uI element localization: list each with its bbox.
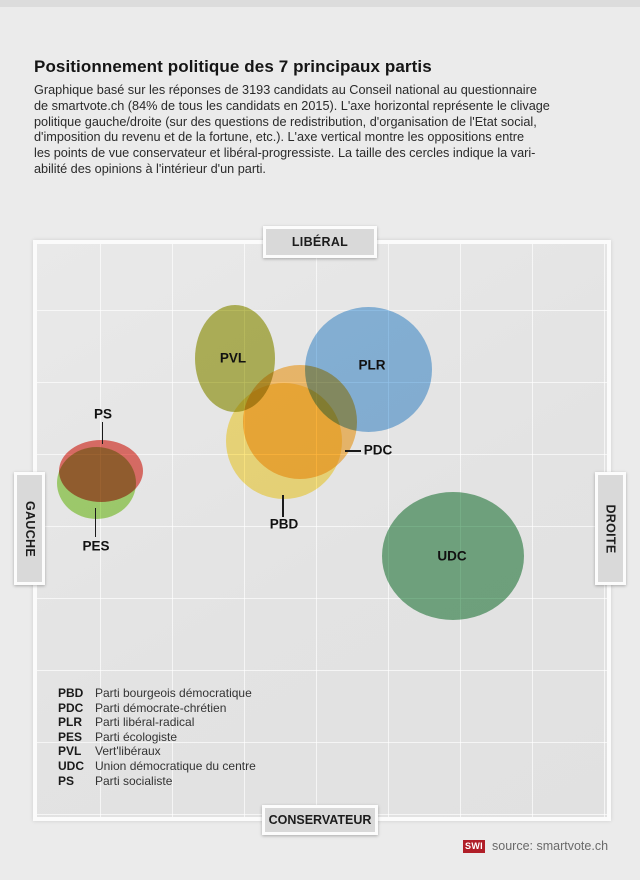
axis-label-droite-text: DROITE bbox=[603, 503, 618, 554]
axis-label-gauche: GAUCHE bbox=[14, 472, 45, 585]
legend-name: Parti écologiste bbox=[95, 729, 178, 744]
legend-row-pdc: PDC Parti démocrate-chrétien bbox=[58, 701, 256, 716]
description-line: abilité des opinions à l'intérieur d'un … bbox=[34, 161, 266, 176]
leader-line-ps bbox=[101, 422, 103, 444]
bubble-pdc bbox=[243, 365, 357, 479]
legend-row-ps: PS Parti socialiste bbox=[58, 774, 256, 789]
top-strip bbox=[0, 0, 640, 7]
legend-name: Vert'libéraux bbox=[95, 744, 161, 759]
leader-line-pdc bbox=[345, 450, 361, 452]
party-label-udc: UDC bbox=[437, 548, 467, 564]
swi-logo: SWI bbox=[463, 839, 485, 853]
party-label-pes: PES bbox=[82, 538, 110, 554]
party-legend: PBD Parti bourgeois démocratique PDC Parti … bbox=[58, 686, 256, 788]
legend-name: Union démocratique du centre bbox=[95, 758, 256, 773]
bubble-pes bbox=[56, 447, 136, 519]
description-line: politique gauche/droite (sur des questio… bbox=[34, 114, 537, 129]
description-line: de smartvote.ch (84% de tous les candida… bbox=[34, 98, 550, 113]
leader-line-pbd bbox=[282, 495, 284, 517]
description-line: les points de vue conservateur et libéra… bbox=[34, 146, 536, 161]
chart-description: Graphique basé sur les réponses de 3193 … bbox=[34, 83, 619, 178]
axis-label-gauche-text: GAUCHE bbox=[22, 500, 37, 557]
source-text: source: smartvote.ch bbox=[492, 839, 609, 853]
legend-abbr: PLR bbox=[58, 715, 82, 730]
axis-label-droite: DROITE bbox=[595, 472, 626, 585]
legend-name: Parti libéral-radical bbox=[95, 715, 195, 730]
legend-abbr: PVL bbox=[58, 744, 82, 759]
axis-label-liberal-text: LIBÉRAL bbox=[291, 235, 349, 249]
legend-abbr: PES bbox=[58, 729, 83, 744]
page-title: Positionnement politique des 7 principau… bbox=[34, 57, 432, 77]
legend-row-pes: PES Parti écologiste bbox=[58, 730, 256, 745]
legend-row-pbd: PBD Parti bourgeois démocratique bbox=[58, 686, 256, 701]
legend-abbr: PS bbox=[58, 773, 75, 788]
footer: SWI source: smartvote.ch bbox=[463, 839, 608, 853]
bubble-udc bbox=[381, 492, 524, 620]
description-line: Graphique basé sur les réponses de 3193 … bbox=[34, 83, 537, 97]
legend-row-plr: PLR Parti libéral-radical bbox=[58, 715, 256, 730]
legend-row-udc: UDC Union démocratique du centre bbox=[58, 759, 256, 774]
legend-name: Parti socialiste bbox=[95, 773, 173, 788]
party-label-pvl: PVL bbox=[219, 350, 247, 366]
axis-label-conservateur-text: CONSERVATEUR bbox=[268, 813, 372, 827]
legend-row-pvl: PVL Vert'libéraux bbox=[58, 744, 256, 759]
legend-abbr: PDC bbox=[58, 700, 84, 715]
description-line: d'imposition du revenu et de la fortune,… bbox=[34, 130, 525, 145]
party-label-pdc: PDC bbox=[363, 442, 393, 458]
party-label-ps: PS bbox=[93, 406, 113, 422]
legend-abbr: PBD bbox=[58, 686, 84, 700]
party-label-plr: PLR bbox=[358, 357, 386, 373]
legend-name: Parti bourgeois démocratique bbox=[95, 686, 252, 700]
axis-label-liberal: LIBÉRAL bbox=[263, 226, 377, 258]
party-label-pbd: PBD bbox=[269, 516, 299, 532]
legend-abbr: UDC bbox=[58, 758, 84, 773]
axis-label-conservateur: CONSERVATEUR bbox=[262, 805, 378, 835]
legend-name: Parti démocrate-chrétien bbox=[95, 700, 227, 715]
leader-line-pes bbox=[94, 508, 96, 537]
